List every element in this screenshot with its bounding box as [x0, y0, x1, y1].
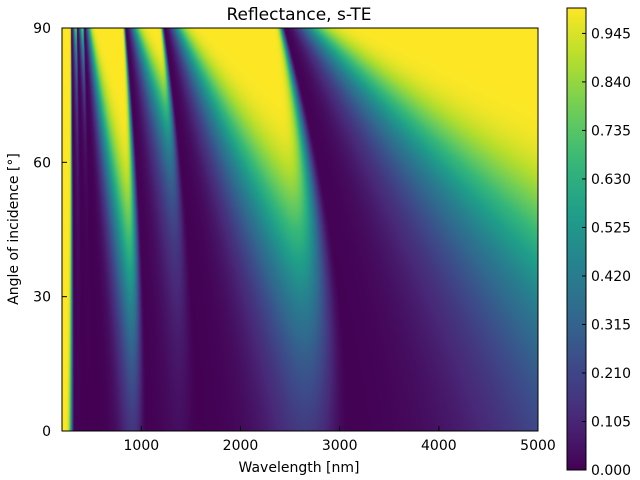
- colorbar-tick-label: 0.000: [591, 463, 631, 479]
- x-tick-label: 3000: [322, 438, 358, 454]
- y-axis-label: Angle of incidence [°]: [6, 153, 22, 305]
- x-tick-label: 4000: [421, 438, 457, 454]
- colorbar-tick-label: 0.420: [591, 269, 631, 285]
- x-tick-label: 2000: [223, 438, 259, 454]
- x-tick-label: 5000: [520, 438, 556, 454]
- x-tick-label: 1000: [124, 438, 160, 454]
- x-axis: 1000 2000 3000 4000 5000: [124, 426, 556, 454]
- colorbar-tick-label: 0.630: [591, 172, 631, 188]
- y-axis: 0 30 60 90: [33, 21, 67, 440]
- y-tick-label: 60: [33, 155, 51, 171]
- x-axis-label: Wavelength [nm]: [239, 460, 360, 476]
- colorbar-tick-label: 0.525: [591, 220, 631, 236]
- colorbar: [566, 7, 587, 471]
- colorbar-tick-label: 0.840: [591, 75, 631, 91]
- plot-frame: [61, 27, 539, 432]
- colorbar-tick-label: 0.735: [591, 123, 631, 139]
- y-tick-label: 30: [33, 290, 51, 306]
- colorbar-ticks: 0.000 0.105 0.210 0.315 0.420 0.525 0.630 0.735…: [582, 26, 631, 479]
- colorbar-tick-label: 0.210: [591, 366, 631, 382]
- colorbar-tick-label: 0.315: [591, 317, 631, 333]
- colorbar-tick-label: 0.945: [591, 26, 631, 42]
- colorbar-tick-label: 0.105: [591, 414, 631, 430]
- y-tick-label: 0: [42, 424, 51, 440]
- chart-title: Reflectance, s-TE: [226, 5, 371, 25]
- heatmap-image: [62, 28, 538, 431]
- y-tick-label: 90: [33, 21, 51, 37]
